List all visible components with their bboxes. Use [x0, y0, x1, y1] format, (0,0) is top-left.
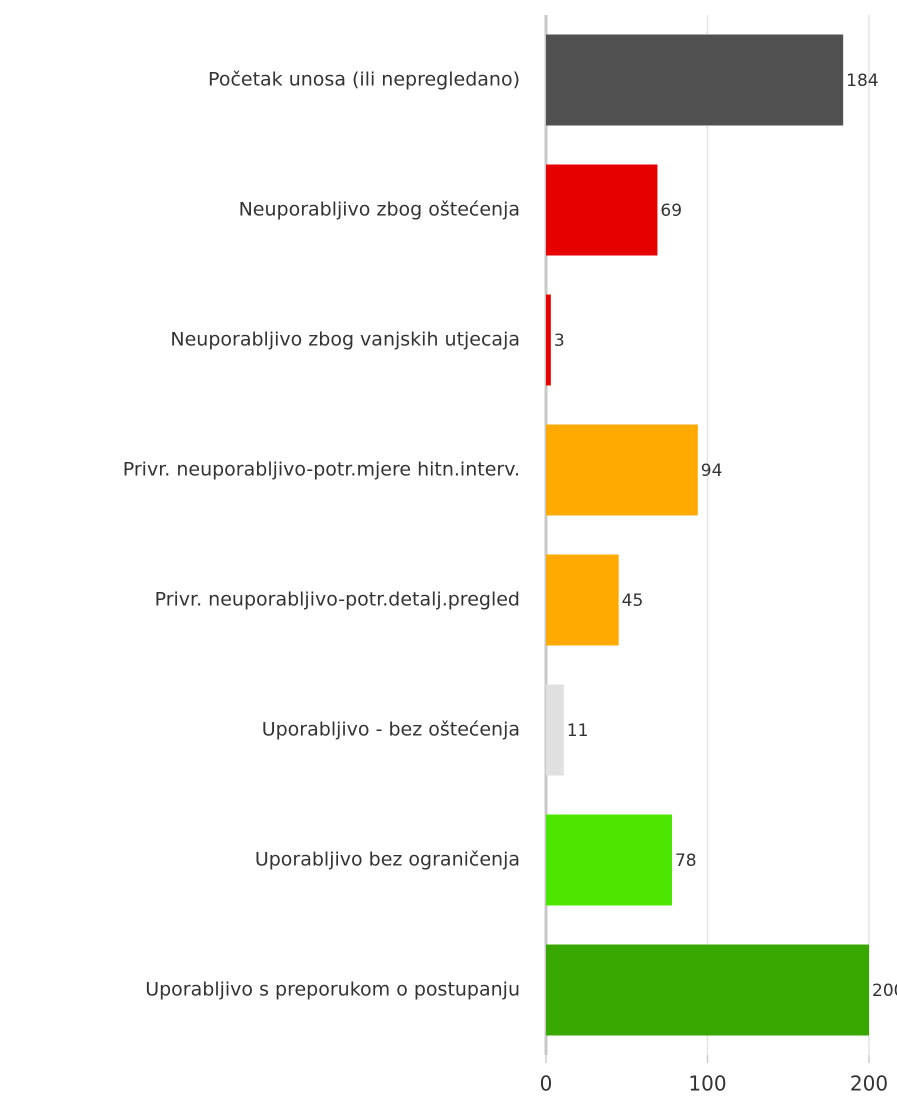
value-label: 184 [846, 71, 878, 91]
category-label: Uporabljivo - bez oštećenja [262, 719, 520, 741]
bar [546, 554, 619, 646]
value-label: 69 [660, 201, 682, 221]
x-tick-label: 100 [688, 1072, 726, 1096]
category-label: Neuporabljivo zbog oštećenja [239, 199, 520, 221]
bar [546, 424, 698, 516]
category-label: Privr. neuporabljivo-potr.mjere hitn.int… [123, 459, 520, 481]
value-label: 45 [622, 591, 644, 611]
bar [546, 294, 551, 386]
category-label: Neuporabljivo zbog vanjskih utjecaja [170, 329, 520, 351]
category-label: Privr. neuporabljivo-potr.detalj.pregled [155, 589, 520, 611]
bar [546, 34, 844, 126]
bar [546, 684, 564, 776]
category-label: Uporabljivo bez ograničenja [255, 849, 520, 871]
x-tick-label: 0 [540, 1072, 553, 1096]
value-label: 78 [675, 851, 697, 871]
value-label: 3 [554, 331, 565, 351]
value-label: 94 [701, 461, 723, 481]
category-label: Uporabljivo s preporukom o postupanju [145, 979, 520, 1001]
bar [546, 164, 658, 256]
x-tick-label: 200 [850, 1072, 888, 1096]
value-label: 11 [567, 721, 589, 741]
bar [546, 814, 672, 906]
bar [546, 944, 869, 1036]
value-label: 200 [872, 981, 897, 1001]
category-label: Početak unosa (ili nepregledano) [208, 69, 520, 91]
